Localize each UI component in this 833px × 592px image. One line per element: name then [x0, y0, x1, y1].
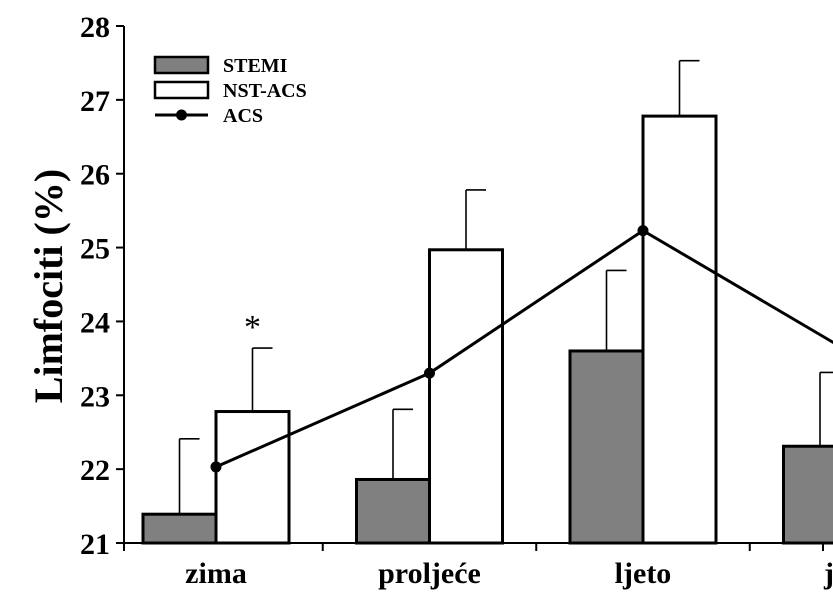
plot-area: *#2122232425262728zimaproljećeljetojesen: [80, 11, 833, 590]
y-tick-label: 28: [80, 11, 110, 44]
y-axis-label: Limfociti (%): [26, 169, 71, 403]
y-tick-label: 26: [80, 159, 110, 192]
x-category-label: jesen: [823, 557, 833, 590]
legend: STEMI NST-ACS ACS: [153, 55, 307, 127]
legend-label-acs: ACS: [223, 105, 263, 127]
bar-stemi-zima: [141, 512, 218, 545]
annotation: *: [244, 309, 261, 346]
x-category-label: ljeto: [615, 557, 672, 590]
bar-nst-acs-ljeto: [641, 114, 718, 545]
acs-point-ljeto: [637, 225, 649, 237]
x-category-label: zima: [185, 557, 247, 590]
bar-nst-acs-proljeće: [428, 248, 504, 545]
legend-swatch-stemi: [153, 55, 210, 75]
acs-point-zima: [210, 461, 222, 473]
legend-swatch-nst-acs: [153, 80, 210, 100]
y-tick-label: 25: [80, 233, 110, 266]
legend-label-stemi: STEMI: [223, 55, 288, 77]
acs-line: [215, 228, 833, 469]
bar-stemi-proljeće: [355, 477, 431, 545]
legend-marker: [176, 109, 187, 121]
y-tick-label: 21: [80, 528, 110, 561]
bar-nst-acs-zima: [214, 410, 291, 545]
acs-point-proljeće: [424, 367, 435, 379]
bar-stemi-ljeto: [568, 349, 645, 545]
y-tick-label: 24: [80, 306, 110, 339]
y-tick-label: 22: [80, 454, 110, 487]
legend-label-nst-acs: NST-ACS: [223, 80, 307, 102]
bar-stemi-jesen: [782, 444, 833, 545]
y-tick-label: 27: [80, 85, 110, 118]
x-category-label: proljeće: [378, 557, 481, 590]
y-tick-label: 23: [80, 380, 110, 413]
